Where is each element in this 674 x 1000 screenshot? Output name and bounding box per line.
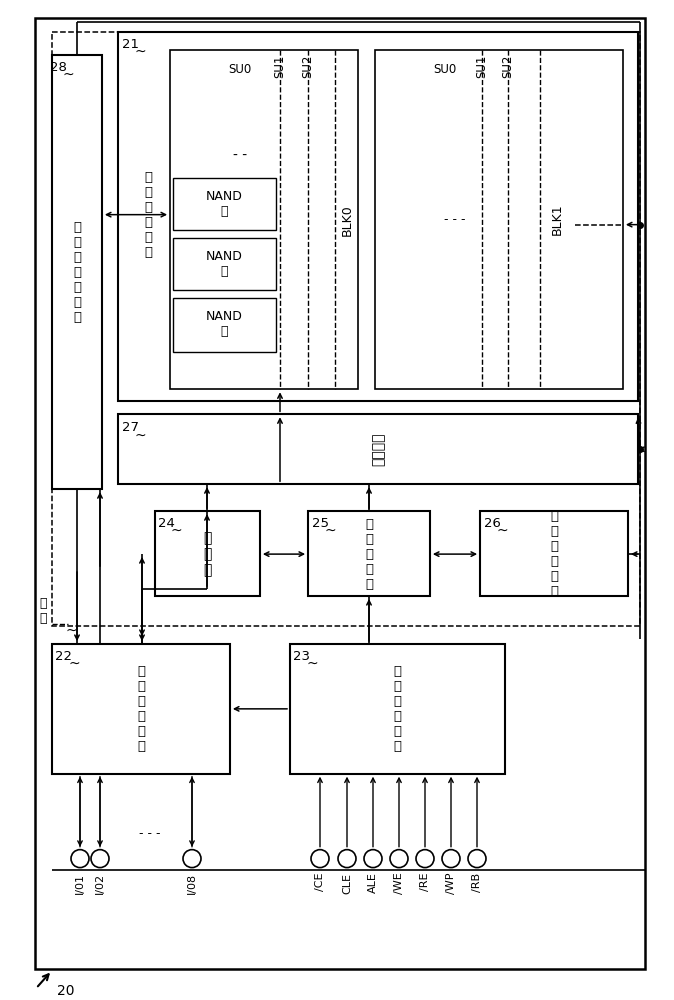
Text: ~: ~ <box>65 624 77 638</box>
Bar <box>52 644 230 774</box>
Bar <box>375 50 623 389</box>
Bar <box>155 511 260 596</box>
Text: ~: ~ <box>135 428 147 442</box>
Text: 27: 27 <box>122 421 139 434</box>
Text: /WP: /WP <box>446 873 456 894</box>
Text: ~: ~ <box>63 68 75 82</box>
Text: 28: 28 <box>50 61 67 74</box>
Text: BLK1: BLK1 <box>551 204 563 235</box>
Text: ~: ~ <box>496 524 508 538</box>
Text: /CE: /CE <box>315 873 325 891</box>
Bar <box>52 55 102 489</box>
Text: 24: 24 <box>158 517 175 530</box>
Text: CLE: CLE <box>342 873 352 894</box>
Text: 25: 25 <box>312 517 329 530</box>
Circle shape <box>442 850 460 868</box>
Text: /RE: /RE <box>420 873 430 891</box>
Circle shape <box>468 850 486 868</box>
Bar <box>290 644 505 774</box>
Text: - -: - - <box>233 148 247 162</box>
Bar <box>173 298 276 352</box>
Circle shape <box>364 850 382 868</box>
Bar <box>170 50 358 389</box>
Text: /RB: /RB <box>472 873 482 892</box>
Bar <box>118 32 638 401</box>
Circle shape <box>390 850 408 868</box>
Circle shape <box>71 850 89 868</box>
Text: 读
出
放
大
器
模
块: 读 出 放 大 器 模 块 <box>73 221 81 324</box>
Text: SU0: SU0 <box>228 63 251 76</box>
Text: SU0: SU0 <box>433 63 456 76</box>
Text: 26: 26 <box>484 517 501 530</box>
Text: NAND
串: NAND 串 <box>206 310 243 338</box>
Text: SU1: SU1 <box>475 54 489 78</box>
Text: SU1: SU1 <box>274 54 286 78</box>
Bar <box>52 32 640 626</box>
Text: /WE: /WE <box>394 873 404 894</box>
Text: 平
面: 平 面 <box>39 597 47 625</box>
Text: 逻
辑
控
制
电
路: 逻 辑 控 制 电 路 <box>393 665 401 753</box>
Bar <box>118 414 638 484</box>
Text: ~: ~ <box>170 524 181 538</box>
Text: 20: 20 <box>57 984 75 998</box>
Text: ~: ~ <box>306 657 317 671</box>
Text: I/01: I/01 <box>75 873 85 894</box>
Text: SU2: SU2 <box>501 54 514 78</box>
Text: 电
压
产
生
电
路: 电 压 产 生 电 路 <box>550 510 558 598</box>
Text: ~: ~ <box>324 524 336 538</box>
Text: BLK0: BLK0 <box>340 204 353 236</box>
Text: 23: 23 <box>293 650 310 663</box>
Bar <box>173 238 276 290</box>
Text: 22: 22 <box>55 650 72 663</box>
Text: 21: 21 <box>122 38 139 51</box>
Text: - - -: - - - <box>140 827 161 840</box>
Text: I/02: I/02 <box>95 873 105 894</box>
Text: NAND
串: NAND 串 <box>206 190 243 218</box>
Circle shape <box>311 850 329 868</box>
Text: ALE: ALE <box>368 873 378 893</box>
Text: 行译码器: 行译码器 <box>371 433 385 466</box>
Circle shape <box>338 850 356 868</box>
Text: 寄
存
器: 寄 存 器 <box>203 531 211 577</box>
Circle shape <box>183 850 201 868</box>
Text: 输
入
输
出
电
路: 输 入 输 出 电 路 <box>137 665 145 753</box>
Text: ~: ~ <box>68 657 80 671</box>
Text: ~: ~ <box>135 45 147 59</box>
Text: 序
列
发
生
器: 序 列 发 生 器 <box>365 518 373 591</box>
Text: SU2: SU2 <box>301 54 315 78</box>
Bar <box>480 511 628 596</box>
Bar <box>308 511 430 596</box>
Circle shape <box>416 850 434 868</box>
Text: - - -: - - - <box>444 213 466 226</box>
Text: 存
储
单
元
阵
列: 存 储 单 元 阵 列 <box>144 171 152 259</box>
Bar <box>173 178 276 230</box>
Text: NAND
串: NAND 串 <box>206 250 243 278</box>
Circle shape <box>91 850 109 868</box>
Text: I/08: I/08 <box>187 873 197 894</box>
